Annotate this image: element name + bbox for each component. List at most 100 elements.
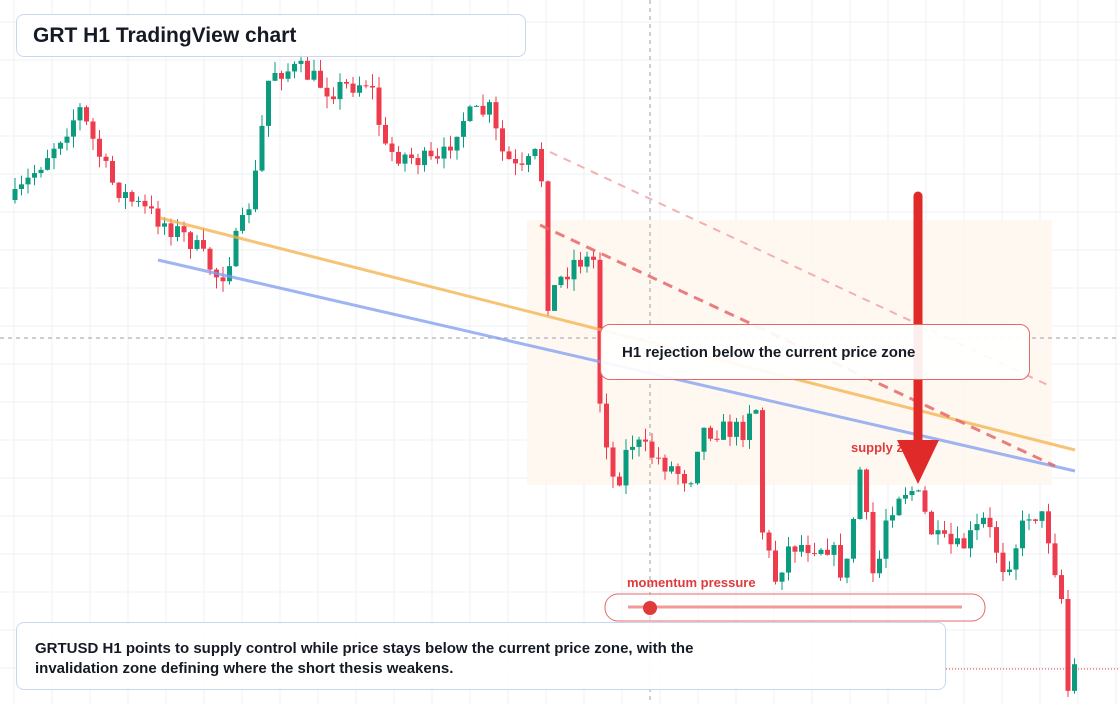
- candle: [961, 538, 967, 549]
- candle: [623, 449, 629, 486]
- caption: GRTUSD H1 points to supply control while…: [35, 640, 694, 677]
- candle: [890, 515, 895, 521]
- candle: [662, 457, 668, 472]
- candle: [415, 158, 421, 166]
- candle: [51, 148, 57, 159]
- candle: [760, 410, 765, 533]
- candle: [285, 71, 291, 79]
- channel-dash: [539, 223, 1056, 468]
- candle: [461, 121, 466, 137]
- candle: [610, 447, 616, 477]
- candle: [162, 223, 167, 227]
- candle: [532, 149, 538, 157]
- candle: [25, 177, 31, 185]
- candle: [428, 150, 434, 157]
- candle: [396, 151, 401, 164]
- candle: [922, 490, 928, 512]
- candle: [487, 102, 492, 115]
- candle: [545, 181, 551, 311]
- candle: [916, 490, 921, 492]
- candle: [201, 240, 206, 249]
- candle: [981, 517, 986, 525]
- candle: [552, 285, 557, 311]
- candle: [448, 146, 453, 151]
- candle: [467, 106, 473, 122]
- candle: [617, 476, 622, 486]
- candle: [688, 483, 694, 485]
- candle: [357, 85, 362, 93]
- candle: [344, 81, 349, 84]
- candle: [903, 494, 908, 499]
- candle: [584, 256, 590, 267]
- candle: [311, 70, 317, 80]
- title: GRT H1 TradingView chart: [16, 14, 526, 57]
- momentum-dot: [643, 601, 657, 615]
- candle: [656, 457, 661, 459]
- candle: [155, 208, 161, 227]
- candle: [851, 518, 856, 559]
- candle: [32, 173, 37, 178]
- candle: [240, 215, 245, 231]
- candle: [747, 413, 752, 441]
- candle: [363, 85, 369, 87]
- candle: [1020, 520, 1025, 549]
- candle: [84, 107, 89, 122]
- candle: [370, 85, 375, 88]
- candle: [968, 530, 973, 549]
- candle: [220, 277, 226, 282]
- candle: [71, 120, 76, 137]
- candle: [773, 550, 778, 582]
- candle: [110, 160, 115, 183]
- candle: [857, 469, 863, 519]
- candle: [955, 538, 960, 545]
- candle: [116, 182, 122, 198]
- candle: [1072, 664, 1077, 691]
- candle: [558, 276, 564, 286]
- candle: [812, 553, 817, 555]
- candle: [266, 80, 271, 126]
- candle: [129, 192, 135, 202]
- candle: [519, 163, 525, 165]
- candle: [695, 451, 700, 484]
- candle: [123, 192, 128, 198]
- candle: [994, 527, 999, 553]
- candle: [331, 96, 336, 100]
- candle: [714, 438, 720, 440]
- candle: [58, 142, 63, 149]
- candle: [675, 466, 681, 474]
- candle: [786, 546, 791, 573]
- candle: [571, 259, 577, 280]
- candle: [246, 209, 252, 216]
- candle: [272, 73, 278, 81]
- candle: [305, 60, 310, 80]
- candle: [181, 226, 187, 233]
- candle: [825, 549, 830, 555]
- candle: [721, 421, 726, 440]
- candle: [682, 473, 687, 484]
- candle: [526, 156, 531, 165]
- candle: [766, 532, 772, 551]
- candle: [233, 230, 239, 267]
- candle: [292, 63, 297, 72]
- candle: [669, 466, 674, 472]
- candle: [227, 266, 232, 282]
- candle: [818, 549, 824, 554]
- candle: [708, 427, 713, 439]
- candle: [500, 128, 505, 152]
- candle: [636, 439, 642, 447]
- candle: [350, 83, 356, 93]
- candle: [883, 520, 889, 559]
- candle: [929, 511, 934, 535]
- candle: [513, 158, 518, 164]
- candle: [734, 421, 739, 437]
- candle: [896, 498, 902, 516]
- candle: [422, 150, 427, 166]
- candle: [877, 558, 882, 574]
- candle: [337, 81, 343, 100]
- candle: [19, 184, 24, 190]
- candle: [792, 546, 798, 552]
- candle: [740, 421, 746, 441]
- candle: [480, 105, 486, 115]
- candle: [1046, 511, 1051, 544]
